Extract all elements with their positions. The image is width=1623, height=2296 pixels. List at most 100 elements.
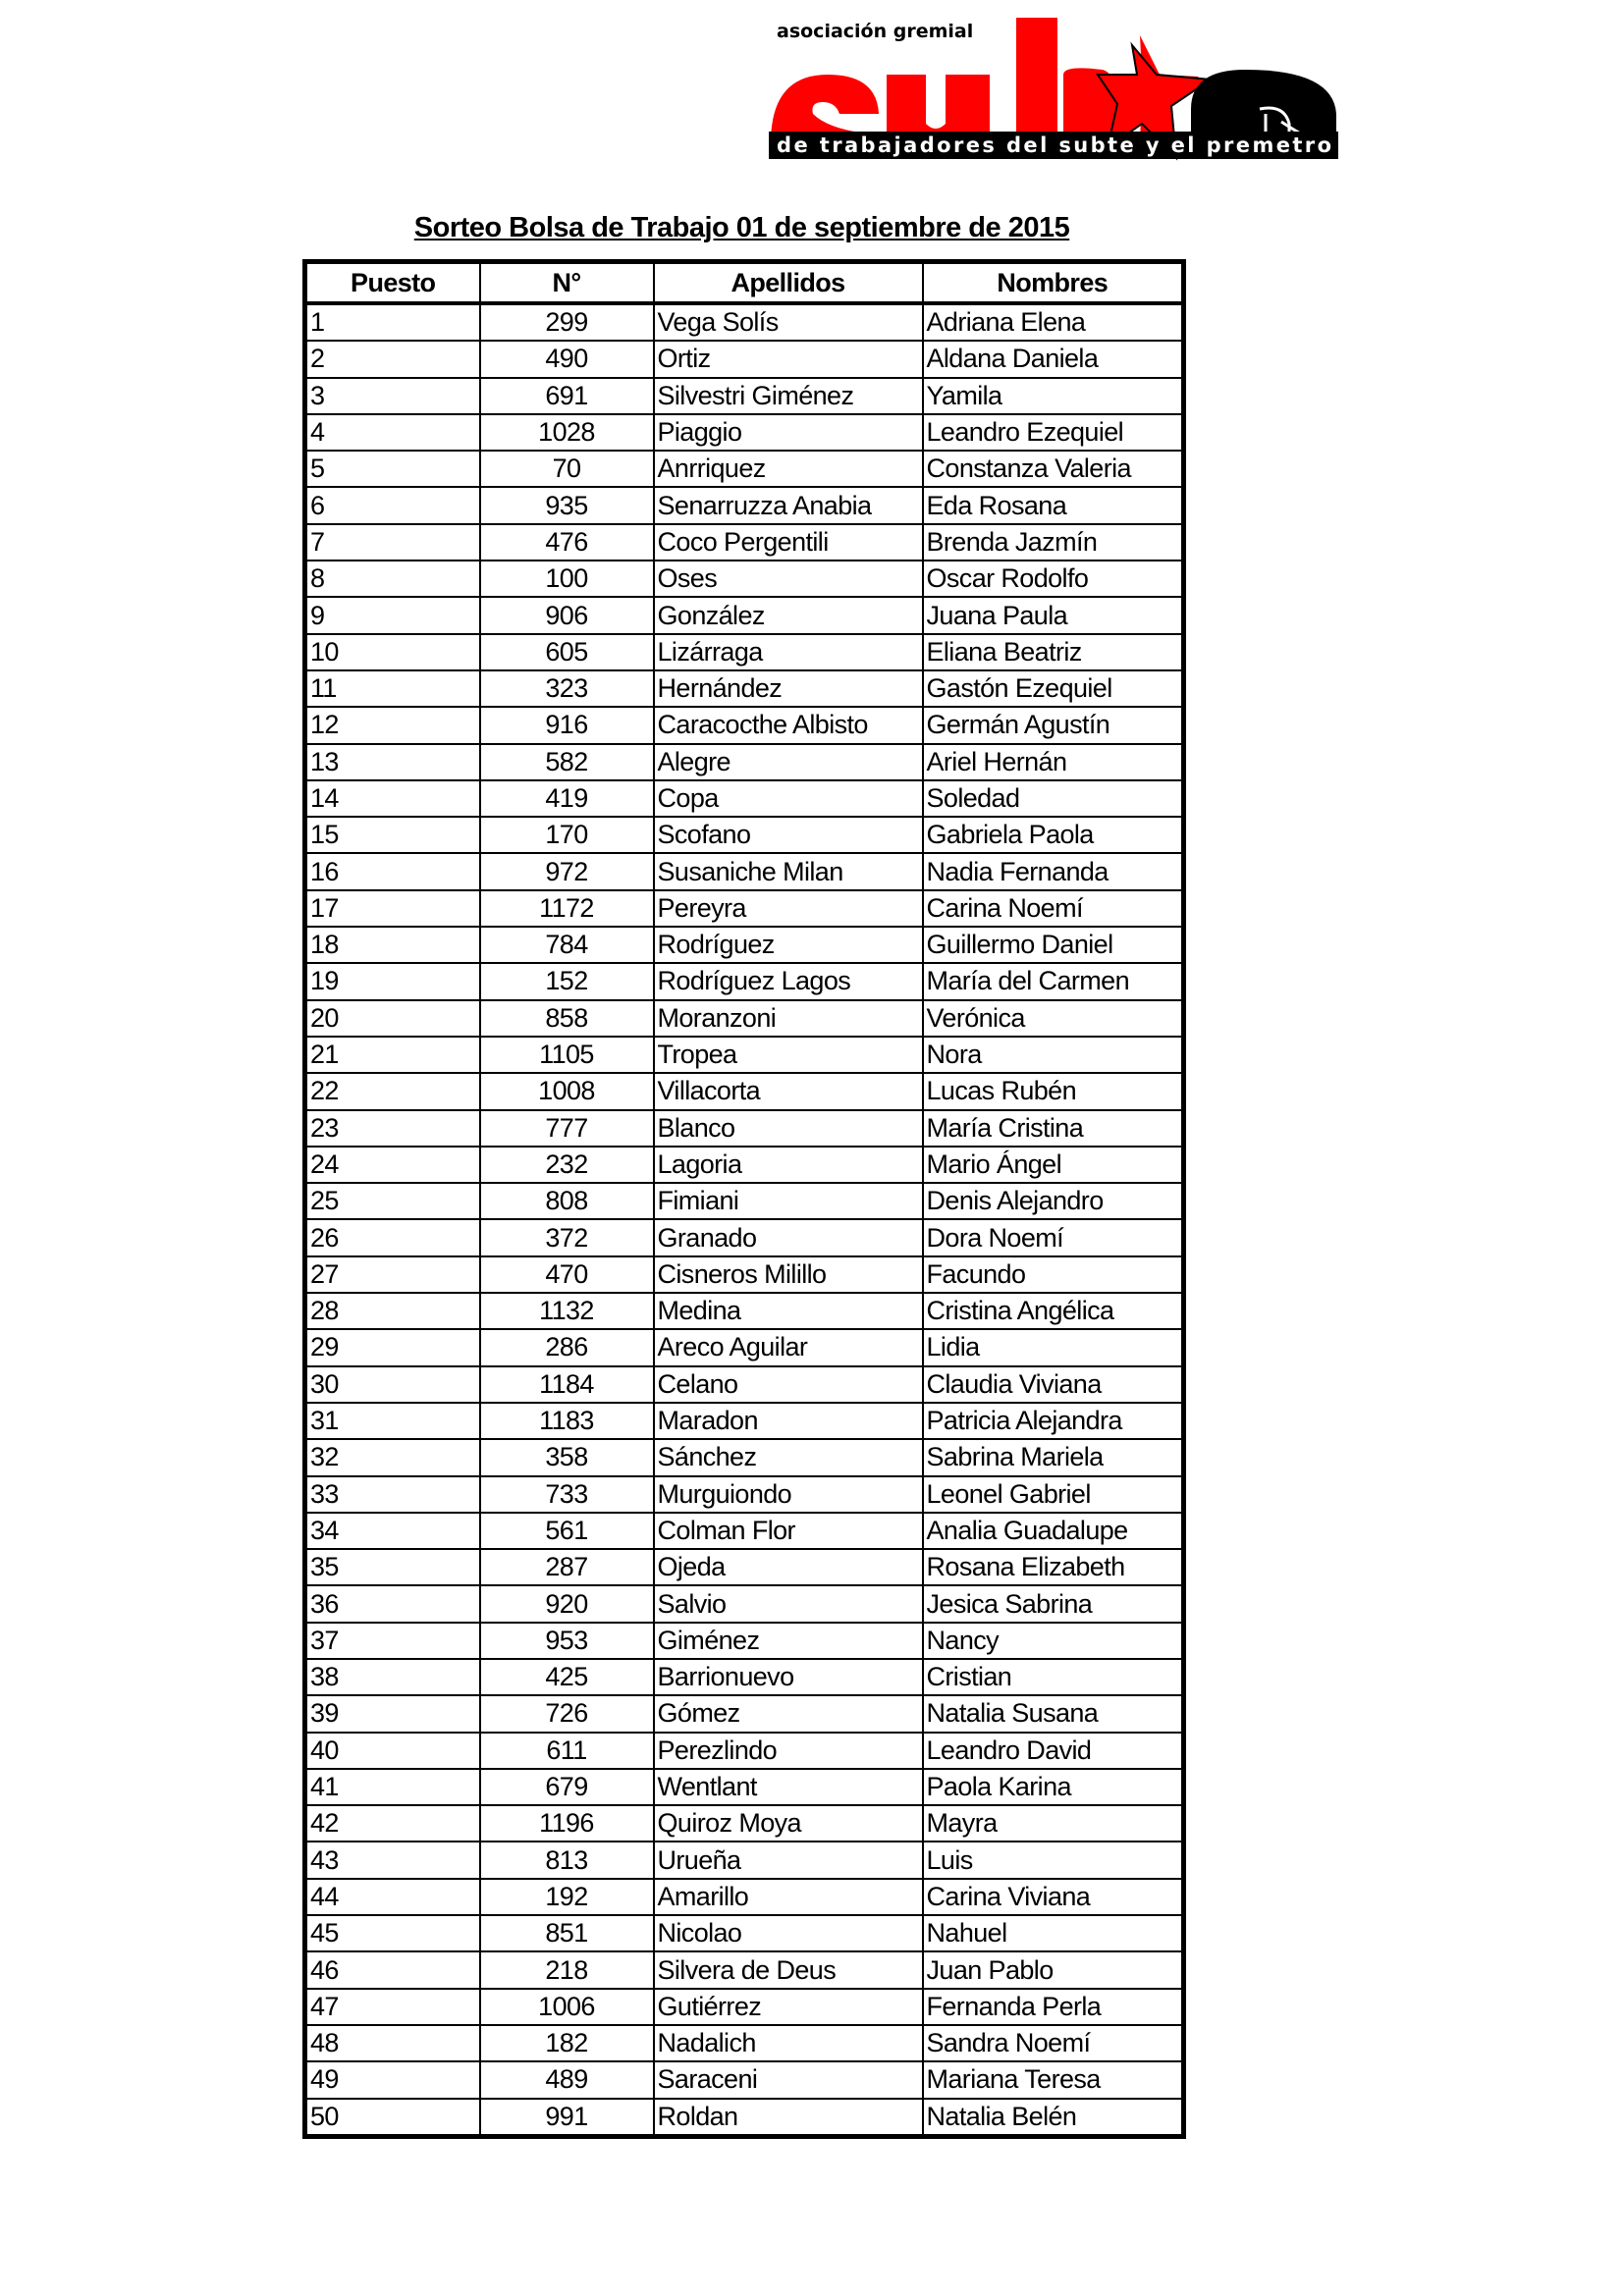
cell-puesto: 13 xyxy=(303,742,481,781)
cell-apellidos: Giménez xyxy=(652,1621,924,1660)
cell-numero: 991 xyxy=(478,2097,655,2138)
cell-puesto: 20 xyxy=(303,998,481,1038)
cell-puesto: 26 xyxy=(303,1218,481,1257)
cell-puesto: 36 xyxy=(303,1584,481,1624)
cell-numero: 323 xyxy=(478,668,655,709)
cell-apellidos: Ortiz xyxy=(652,340,924,379)
cell-apellidos: Rodríguez xyxy=(652,926,924,965)
cell-nombres: Juana Paula xyxy=(921,596,1185,635)
cell-nombres: Luis xyxy=(921,1841,1185,1880)
cell-nombres: Nora xyxy=(921,1035,1185,1075)
cell-numero: 218 xyxy=(478,1950,655,1990)
cell-apellidos: Murguiondo xyxy=(652,1474,924,1514)
cell-apellidos: Roldan xyxy=(652,2097,924,2138)
cell-nombres: Rosana Elizabeth xyxy=(921,1548,1185,1587)
cell-puesto: 44 xyxy=(303,1877,481,1917)
table-row: 34 561 Colman Flor Analia Guadalupe xyxy=(303,1511,1185,1551)
cell-nombres: Germán Agustín xyxy=(921,706,1185,745)
cell-puesto: 35 xyxy=(303,1548,481,1587)
cell-nombres: Adriana Elena xyxy=(921,301,1185,343)
table-row: 22 1008 Villacorta Lucas Rubén xyxy=(303,1072,1185,1111)
cell-numero: 561 xyxy=(478,1511,655,1551)
cell-numero: 170 xyxy=(478,816,655,855)
table-row: 32 358 Sánchez Sabrina Mariela xyxy=(303,1438,1185,1477)
table-row: 15 170 Scofano Gabriela Paola xyxy=(303,816,1185,855)
table-row: 48 182 Nadalich Sandra Noemí xyxy=(303,2023,1185,2063)
cell-numero: 372 xyxy=(478,1218,655,1257)
cell-numero: 192 xyxy=(478,1877,655,1917)
cell-apellidos: Salvio xyxy=(652,1584,924,1624)
cell-puesto: 14 xyxy=(303,778,481,819)
table-row: 11 323 Hernández Gastón Ezequiel xyxy=(303,668,1185,709)
cell-nombres: Constanza Valeria xyxy=(921,450,1185,489)
cell-nombres: Oscar Rodolfo xyxy=(921,560,1185,599)
cell-apellidos: Maradon xyxy=(652,1401,924,1441)
cell-apellidos: Wentlant xyxy=(652,1767,924,1807)
table-row: 42 1196 Quiroz Moya Mayra xyxy=(303,1804,1185,1843)
cell-puesto: 18 xyxy=(303,926,481,965)
cell-nombres: Analia Guadalupe xyxy=(921,1511,1185,1551)
table-row: 31 1183 Maradon Patricia Alejandra xyxy=(303,1401,1185,1441)
table-row: 12 916 Caracocthe Albisto Germán Agustín xyxy=(303,706,1185,745)
logo-top-text: asociación gremial xyxy=(777,21,973,42)
table-row: 26 372 Granado Dora Noemí xyxy=(303,1218,1185,1257)
cell-puesto: 8 xyxy=(303,560,481,599)
table-row: 39 726 Gómez Natalia Susana xyxy=(303,1694,1185,1734)
cell-nombres: Jesica Sabrina xyxy=(921,1584,1185,1624)
cell-nombres: Denis Alejandro xyxy=(921,1182,1185,1221)
cell-puesto: 6 xyxy=(303,486,481,525)
cell-nombres: Claudia Viviana xyxy=(921,1364,1185,1404)
cell-puesto: 46 xyxy=(303,1950,481,1990)
cell-numero: 953 xyxy=(478,1621,655,1660)
cell-numero: 232 xyxy=(478,1145,655,1185)
cell-apellidos: Oses xyxy=(652,560,924,599)
cell-apellidos: Susaniche Milan xyxy=(652,852,924,891)
cell-apellidos: Areco Aguilar xyxy=(652,1328,924,1367)
cell-nombres: Leandro David xyxy=(921,1731,1185,1770)
cell-nombres: Yamila xyxy=(921,376,1185,415)
table-row: 36 920 Salvio Jesica Sabrina xyxy=(303,1584,1185,1624)
cell-numero: 425 xyxy=(478,1657,655,1697)
table-row: 41 679 Wentlant Paola Karina xyxy=(303,1767,1185,1807)
table-row: 27 470 Cisneros Milillo Facundo xyxy=(303,1255,1185,1295)
cell-nombres: Sabrina Mariela xyxy=(921,1438,1185,1477)
cell-apellidos: Granado xyxy=(652,1218,924,1257)
header-numero: N° xyxy=(478,260,655,305)
table-row: 50 991 Roldan Natalia Belén xyxy=(303,2097,1185,2138)
cell-nombres: Natalia Belén xyxy=(921,2097,1185,2138)
header-apellidos: Apellidos xyxy=(652,260,924,305)
table-row: 45 851 Nicolao Nahuel xyxy=(303,1914,1185,1953)
cell-apellidos: Perezlindo xyxy=(652,1731,924,1770)
cell-apellidos: Colman Flor xyxy=(652,1511,924,1551)
cell-numero: 691 xyxy=(478,376,655,415)
cell-nombres: Sandra Noemí xyxy=(921,2023,1185,2063)
cell-apellidos: González xyxy=(652,596,924,635)
cell-numero: 70 xyxy=(478,450,655,489)
cell-apellidos: Pereyra xyxy=(652,888,924,929)
cell-puesto: 47 xyxy=(303,1987,481,2026)
cell-apellidos: Quiroz Moya xyxy=(652,1804,924,1843)
cell-nombres: Eliana Beatriz xyxy=(921,632,1185,671)
cell-numero: 1105 xyxy=(478,1035,655,1075)
cell-puesto: 33 xyxy=(303,1474,481,1514)
cell-numero: 1184 xyxy=(478,1364,655,1404)
cell-puesto: 19 xyxy=(303,962,481,1001)
cell-puesto: 34 xyxy=(303,1511,481,1551)
table-row: 14 419 Copa Soledad xyxy=(303,778,1185,819)
table-row: 24 232 Lagoria Mario Ángel xyxy=(303,1145,1185,1185)
document-title: Sorteo Bolsa de Trabajo 01 de septiembre… xyxy=(413,212,1070,243)
cell-puesto: 12 xyxy=(303,706,481,745)
table-row: 30 1184 Celano Claudia Viviana xyxy=(303,1364,1185,1404)
cell-nombres: Patricia Alejandra xyxy=(921,1401,1185,1441)
table-row: 20 858 Moranzoni Verónica xyxy=(303,998,1185,1038)
cell-puesto: 7 xyxy=(303,522,481,562)
cell-nombres: Natalia Susana xyxy=(921,1694,1185,1734)
table-row: 10 605 Lizárraga Eliana Beatriz xyxy=(303,632,1185,671)
table-row: 16 972 Susaniche Milan Nadia Fernanda xyxy=(303,852,1185,891)
table-header-row: Puesto N° Apellidos Nombres xyxy=(303,260,1185,305)
cell-numero: 286 xyxy=(478,1328,655,1367)
cell-apellidos: Sánchez xyxy=(652,1438,924,1477)
cell-numero: 611 xyxy=(478,1731,655,1770)
table-row: 18 784 Rodríguez Guillermo Daniel xyxy=(303,926,1185,965)
cell-nombres: Nahuel xyxy=(921,1914,1185,1953)
